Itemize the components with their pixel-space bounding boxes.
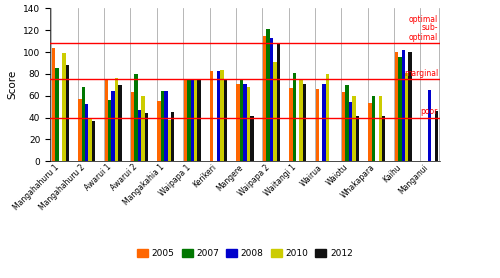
Bar: [184, 80, 187, 161]
Bar: [244, 84, 246, 161]
Bar: [190, 80, 194, 161]
Bar: [82, 87, 85, 161]
Bar: [66, 65, 69, 161]
Bar: [378, 96, 382, 161]
Bar: [276, 44, 280, 161]
Bar: [372, 96, 375, 161]
Bar: [168, 120, 171, 161]
Bar: [303, 84, 306, 161]
Bar: [92, 121, 96, 161]
Text: poor: poor: [420, 108, 438, 116]
Bar: [349, 102, 352, 161]
Bar: [352, 96, 356, 161]
Bar: [134, 74, 138, 161]
Bar: [194, 79, 198, 161]
Bar: [161, 91, 164, 161]
Bar: [402, 50, 405, 161]
Bar: [246, 87, 250, 161]
Bar: [158, 101, 161, 161]
Bar: [118, 85, 122, 161]
Bar: [326, 74, 329, 161]
Bar: [115, 78, 118, 161]
Bar: [141, 96, 144, 161]
Legend: 2005, 2007, 2008, 2010, 2012: 2005, 2007, 2008, 2010, 2012: [134, 245, 356, 262]
Text: optimal: optimal: [409, 15, 438, 24]
Bar: [56, 68, 58, 161]
Bar: [292, 73, 296, 161]
Bar: [250, 116, 254, 161]
Bar: [270, 38, 273, 161]
Bar: [224, 79, 227, 161]
Bar: [112, 91, 115, 161]
Bar: [108, 100, 112, 161]
Bar: [322, 84, 326, 161]
Bar: [273, 62, 276, 161]
Bar: [394, 52, 398, 161]
Bar: [85, 105, 88, 161]
Bar: [236, 84, 240, 161]
Bar: [62, 53, 66, 161]
Y-axis label: Score: Score: [8, 70, 18, 100]
Bar: [405, 73, 408, 161]
Bar: [104, 80, 108, 161]
Bar: [217, 71, 220, 161]
Bar: [434, 111, 438, 161]
Text: sub-
optimal: sub- optimal: [409, 24, 438, 42]
Bar: [382, 116, 386, 161]
Bar: [300, 79, 303, 161]
Bar: [164, 91, 168, 161]
Bar: [131, 93, 134, 161]
Bar: [408, 52, 412, 161]
Bar: [210, 71, 214, 161]
Bar: [398, 58, 402, 161]
Bar: [198, 79, 201, 161]
Bar: [266, 29, 270, 161]
Bar: [144, 113, 148, 161]
Bar: [428, 90, 432, 161]
Bar: [240, 80, 244, 161]
Bar: [346, 85, 349, 161]
Bar: [138, 110, 141, 161]
Bar: [356, 116, 359, 161]
Bar: [368, 103, 372, 161]
Bar: [289, 88, 292, 161]
Bar: [78, 99, 82, 161]
Bar: [52, 48, 56, 161]
Bar: [342, 93, 345, 161]
Bar: [220, 70, 224, 161]
Bar: [88, 118, 92, 161]
Text: marginal: marginal: [404, 69, 438, 78]
Bar: [187, 80, 190, 161]
Bar: [171, 112, 174, 161]
Bar: [316, 89, 319, 161]
Bar: [263, 36, 266, 161]
